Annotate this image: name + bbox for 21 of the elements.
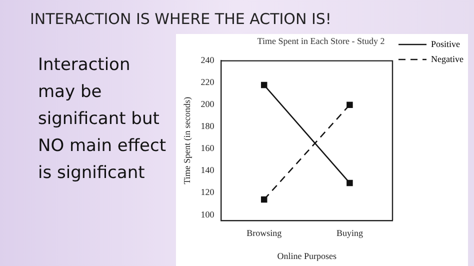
legend-label: Negative xyxy=(431,54,464,64)
point xyxy=(260,196,268,203)
chart-subtitle: Time Spent in Each Store - Study 2 xyxy=(257,36,385,46)
y-axis-title: Time Spent (in seconds) xyxy=(182,96,192,184)
y-tick-label: 120 xyxy=(200,187,215,198)
point xyxy=(346,102,353,108)
y-tick-label: 200 xyxy=(200,99,215,110)
y-tick-label: 220 xyxy=(200,77,215,88)
point xyxy=(260,82,268,88)
x-tick-label: Buying xyxy=(336,228,364,238)
point xyxy=(346,180,353,186)
y-tick-label: 100 xyxy=(200,209,215,220)
y-tick-label: 180 xyxy=(200,121,215,132)
x-axis-title: Online Purposes xyxy=(277,250,338,261)
y-tick-label: 160 xyxy=(200,143,215,154)
y-tick-label: 240 xyxy=(200,55,215,66)
chart-title: INTERACTION IS WHERE THE ACTION IS! xyxy=(30,10,332,28)
x-tick-label: Browsing xyxy=(246,228,282,238)
y-tick-label: 140 xyxy=(200,165,215,176)
text: Interaction may be significant but NO main effect is significant xyxy=(38,54,168,185)
legend-label: Positive xyxy=(431,38,460,49)
